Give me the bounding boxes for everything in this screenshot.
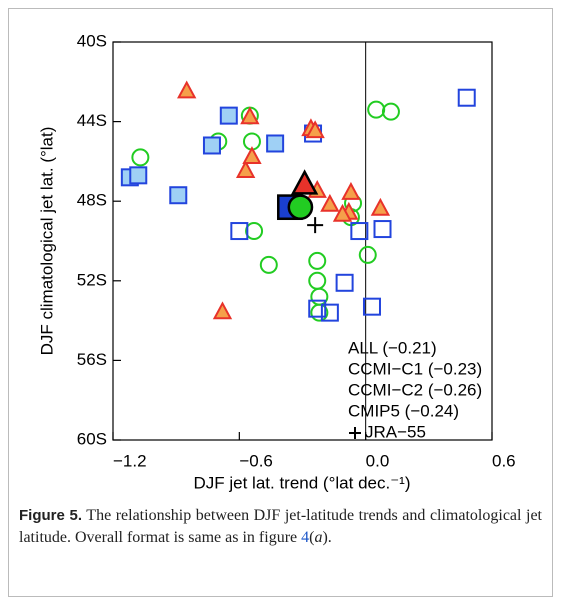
y-tick-label: 44S	[77, 111, 107, 130]
caption-text: The relationship between DJF jet-latitud…	[19, 507, 542, 546]
point-square	[129, 166, 148, 185]
x-axis-label: DJF jet lat. trend (°lat dec.⁻¹)	[194, 473, 411, 492]
point-square	[219, 106, 238, 125]
point-square	[169, 186, 188, 205]
legend-plus	[349, 427, 361, 439]
legend-label: CCMI−C1 (−0.23)	[348, 359, 482, 378]
point-square	[320, 303, 339, 322]
point-square	[362, 297, 381, 316]
y-tick-label: 48S	[77, 191, 107, 210]
point-plus	[307, 217, 324, 234]
point-triangle	[305, 120, 325, 139]
point-triangle	[320, 193, 340, 212]
point-triangle	[341, 181, 361, 200]
point-circle	[367, 100, 386, 119]
point-triangle	[290, 169, 319, 195]
point-circle	[259, 255, 278, 274]
caption-italic: a	[314, 529, 323, 546]
figure-frame	[8, 8, 553, 597]
point-square	[350, 222, 369, 241]
legend-label: ALL (−0.21)	[348, 338, 437, 357]
x-tick-label: −1.2	[113, 451, 147, 470]
point-circle	[381, 102, 400, 121]
point-square	[230, 222, 249, 241]
point-circle	[308, 271, 327, 290]
y-tick-label: 60S	[77, 429, 107, 448]
caption: Figure 5. The relationship between DJF j…	[19, 505, 542, 549]
legend-label: CCMI−C2 (−0.26)	[348, 380, 482, 399]
point-circle	[310, 303, 329, 322]
y-tick-label: 52S	[77, 270, 107, 289]
y-tick-label: 56S	[77, 350, 107, 369]
point-triangle	[212, 301, 233, 320]
caption-close: ).	[322, 529, 332, 546]
x-tick-label: −0.6	[239, 451, 273, 470]
point-triangle	[370, 197, 391, 216]
point-square	[308, 299, 327, 318]
point-square	[457, 88, 476, 107]
point-square	[373, 220, 392, 239]
point-square	[335, 273, 354, 292]
point-triangle	[177, 80, 197, 99]
point-circle	[358, 245, 377, 264]
y-axis-label: DJF climatological jet lat. (°lat)	[37, 127, 56, 356]
caption-ref[interactable]: 4	[301, 529, 310, 546]
point-circle	[245, 222, 264, 241]
legend-label: JRA−55	[365, 422, 426, 441]
x-tick-label: 0.6	[492, 451, 516, 470]
point-circle	[287, 194, 314, 221]
chart: DJF jet lat. trend (°lat dec.⁻¹) DJF cli…	[37, 31, 516, 492]
point-circle	[131, 148, 150, 167]
point-square	[266, 134, 285, 153]
point-triangle	[240, 106, 260, 125]
plot-frame	[112, 41, 493, 441]
x-tick-label: 0.0	[366, 451, 390, 470]
caption-label: Figure 5.	[19, 507, 83, 524]
point-triangle	[242, 146, 262, 165]
y-tick-label: 40S	[77, 31, 107, 50]
point-triangle	[332, 203, 353, 222]
point-square	[202, 136, 221, 155]
point-triangle	[235, 160, 256, 178]
caption-open: (	[309, 529, 315, 546]
point-circle	[308, 251, 327, 270]
legend-label: CMIP5 (−0.24)	[348, 401, 459, 420]
